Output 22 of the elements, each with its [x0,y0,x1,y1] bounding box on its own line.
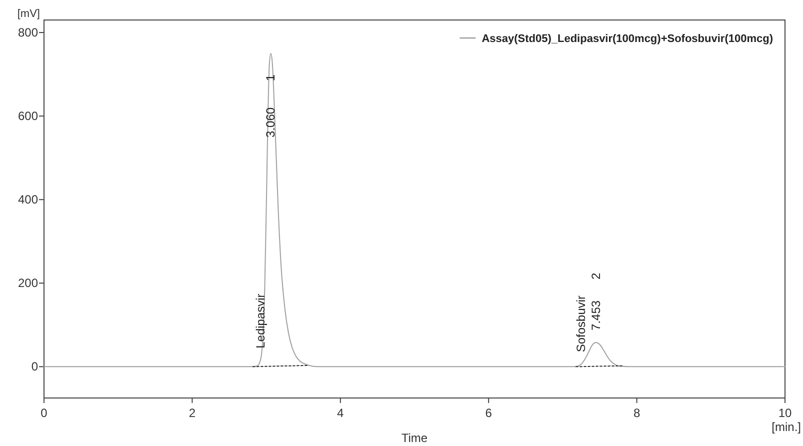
annotation: Sofosbuvir [574,295,588,352]
y-tick-label: 200 [18,276,38,290]
y-axis-title: [mV] [17,8,40,20]
x-axis-title: Time [401,431,428,445]
annotation: Ledipasvir [253,294,268,348]
annotation: 2 [589,272,604,280]
line-series [44,52,786,368]
y-tick-label: 800 [18,26,38,40]
x-tick-label: 0 [40,406,48,420]
y-tick-label: 400 [18,192,38,207]
x-tick-label: 10 [778,406,792,420]
y-tick-label: 600 [18,109,38,124]
x-tick-label: 2 [188,406,196,420]
y-tick-label: 0 [31,360,38,374]
legend-label: Assay(Std05)_Ledipasvir(100mcg)+Sofosbuvir(100mcg) [482,33,774,45]
annotation: 1 [264,74,278,82]
annotation: 7.453 [589,300,604,330]
x-tick-label: 8 [633,406,640,420]
x-tick-label: 4 [337,406,344,420]
text: [min.] [772,420,801,434]
x-tick-label: 6 [485,406,492,420]
annotation: 3.060 [264,107,278,138]
